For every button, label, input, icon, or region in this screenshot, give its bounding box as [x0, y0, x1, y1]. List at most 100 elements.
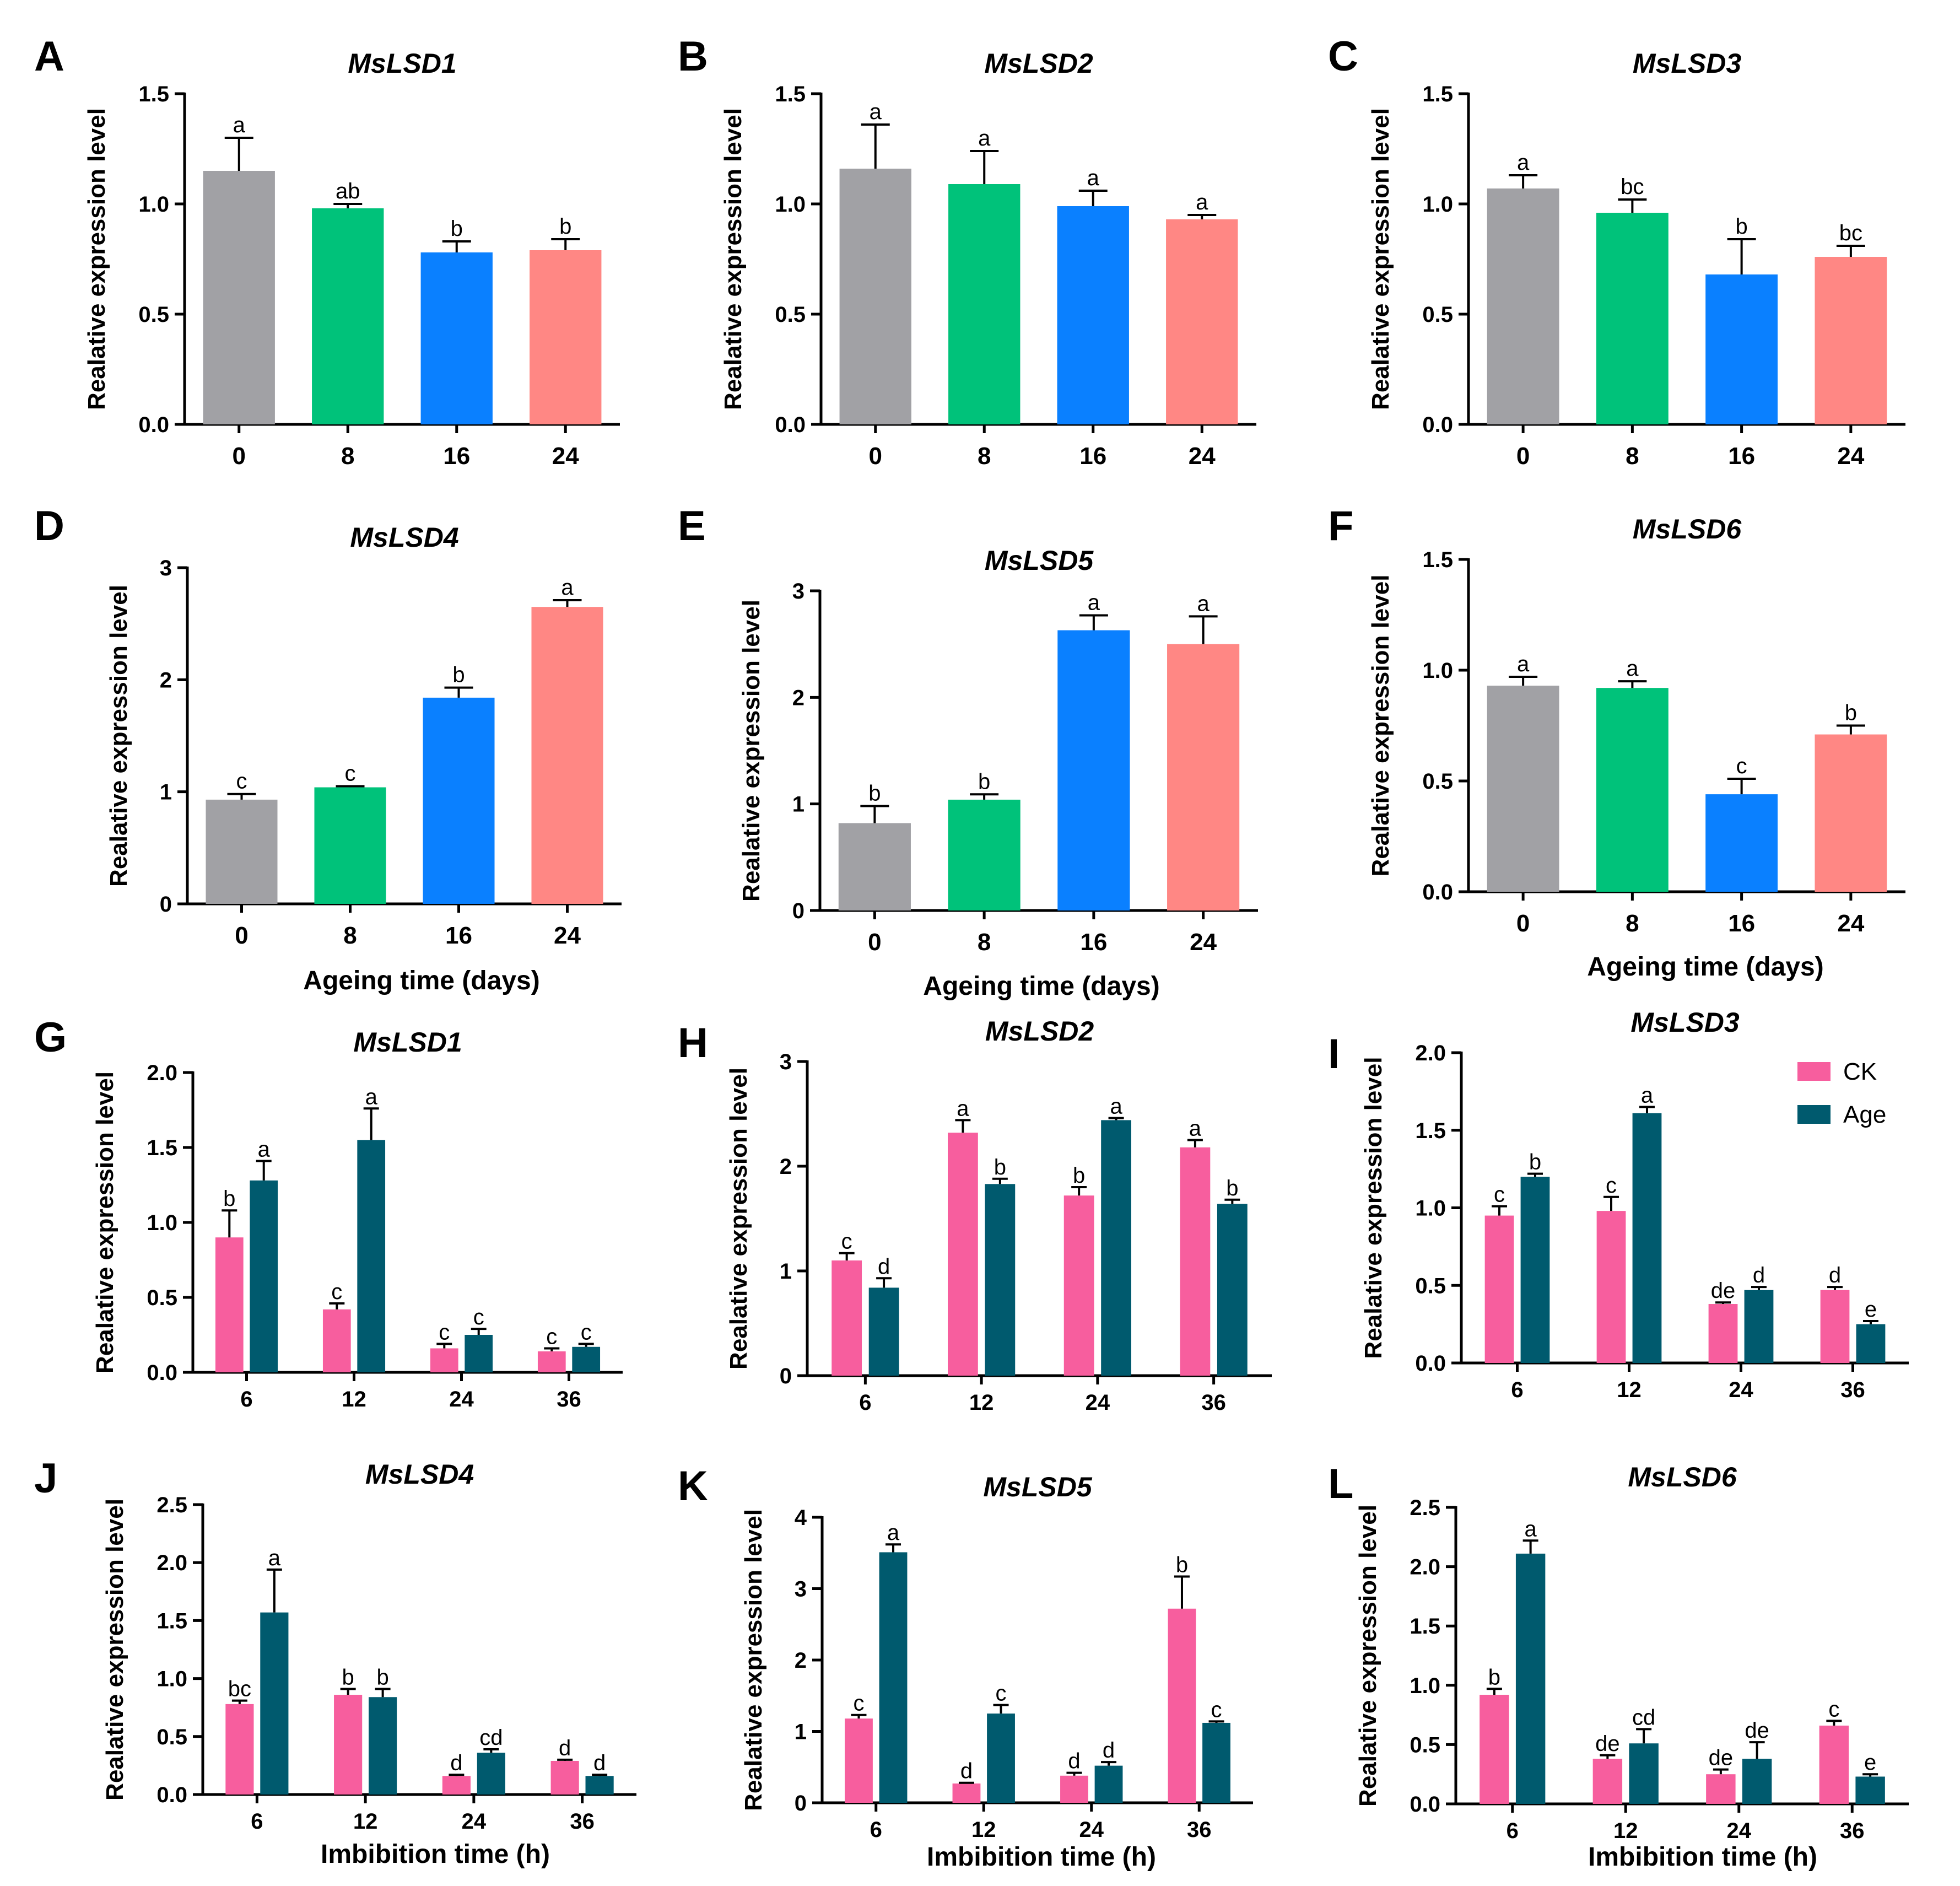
significance-letter: e: [1865, 1297, 1877, 1322]
y-tick-label: 1.0: [1415, 1197, 1446, 1221]
x-tick-label: 16: [1080, 929, 1107, 956]
panel-letter: E: [678, 503, 706, 549]
y-axis-label: Realative expression level: [720, 108, 747, 410]
significance-letter: bc: [1621, 175, 1644, 199]
chart-title: MsLSD5: [983, 1472, 1092, 1502]
bar-age-6: [250, 1180, 278, 1372]
y-tick-label: 1.0: [147, 1211, 177, 1235]
x-tick-label: 16: [1728, 443, 1755, 470]
y-tick-label: 0.5: [147, 1286, 177, 1310]
x-tick-label: 0: [235, 922, 248, 949]
bar-ck-36: [1819, 1725, 1849, 1804]
panel-d: D MsLSD4 0 1 2 3 Realative expression level Age…: [34, 503, 622, 995]
significance-letter: a: [1517, 150, 1530, 175]
significance-letter: a: [1197, 591, 1210, 616]
bar-0: [838, 823, 911, 910]
x-tick-label: 6: [251, 1809, 263, 1834]
bar-age-12: [1629, 1743, 1659, 1804]
x-tick-label: 12: [353, 1809, 378, 1834]
panel-letter: H: [678, 1020, 708, 1066]
x-tick-label: 8: [978, 929, 991, 956]
x-tick-label: 6: [1511, 1378, 1523, 1402]
panel-letter: B: [678, 33, 708, 80]
bar-24: [1167, 644, 1240, 910]
y-tick-label: 0.0: [775, 413, 806, 437]
bar-age-36: [1855, 1776, 1885, 1804]
chart-title: MsLSD2: [984, 48, 1093, 79]
significance-letter: a: [365, 1085, 378, 1109]
significance-letter: c: [1606, 1173, 1617, 1198]
x-tick-label: 24: [1729, 1378, 1753, 1402]
y-tick-label: 0.5: [1415, 1274, 1446, 1298]
chart-title: MsLSD6: [1633, 514, 1742, 545]
bar-16: [1705, 274, 1778, 424]
y-tick-label: 3: [795, 1577, 807, 1602]
significance-letter: a: [1087, 166, 1100, 190]
panel-b: B MsLSD2 0.0 0.5 1.0 1.5 Realative expression …: [678, 33, 1256, 470]
bar-age-6: [868, 1287, 899, 1376]
bar-ck-24: [430, 1348, 458, 1372]
bar-8: [314, 787, 386, 904]
bar-24: [1815, 257, 1887, 424]
significance-letter: a: [561, 575, 574, 600]
x-tick-label: 24: [1837, 443, 1864, 470]
bar-age-36: [572, 1346, 601, 1372]
x-axis-label: Imbibition time (h): [321, 1840, 550, 1869]
bar-ck-6: [1484, 1215, 1514, 1363]
x-tick-label: 6: [859, 1391, 871, 1415]
y-tick-label: 0.5: [1410, 1733, 1440, 1757]
significance-letter: c: [1828, 1697, 1839, 1721]
x-tick-label: 24: [1727, 1819, 1752, 1843]
bar-8: [1596, 688, 1669, 892]
bar-age-12: [987, 1713, 1015, 1803]
x-tick-label: 16: [445, 922, 472, 949]
significance-letter: d: [878, 1254, 890, 1279]
bar-0: [203, 171, 275, 424]
bar-age-12: [357, 1140, 386, 1372]
significance-letter: a: [268, 1546, 281, 1570]
bar-ck-6: [215, 1237, 244, 1372]
bar-age-24: [1744, 1290, 1774, 1363]
bar-age-6: [879, 1552, 908, 1803]
panel-a: A MsLSD1 0.0 0.5 1.0 1.5 Realative expression …: [34, 33, 620, 470]
significance-letter: ab: [336, 179, 360, 203]
significance-letter: a: [1525, 1517, 1537, 1541]
bar-age-6: [1515, 1553, 1546, 1804]
legend-age-swatch: [1797, 1105, 1831, 1124]
significance-letter: c: [1736, 754, 1747, 778]
bar-age-12: [369, 1697, 397, 1795]
x-axis-label: Ageing time (days): [923, 972, 1159, 1001]
bar-age-6: [260, 1612, 289, 1795]
significance-letter: de: [1595, 1732, 1620, 1756]
y-tick-label: 2.0: [156, 1551, 187, 1575]
significance-letter: d: [1068, 1749, 1080, 1774]
bar-ck-12: [952, 1783, 981, 1803]
y-tick-label: 1.5: [1415, 1119, 1446, 1143]
y-tick-label: 1.5: [1422, 82, 1453, 106]
chart-title: MsLSD1: [348, 48, 456, 79]
y-tick-label: 2.0: [147, 1061, 177, 1085]
bar-8: [312, 208, 384, 424]
y-tick-label: 0.5: [156, 1725, 187, 1749]
y-tick-label: 2: [160, 668, 172, 692]
x-tick-label: 12: [342, 1387, 366, 1411]
bar-age-36: [1856, 1324, 1886, 1363]
bar-age-36: [585, 1776, 614, 1795]
significance-letter: bc: [1839, 221, 1862, 245]
y-axis-label: Realative expression level: [725, 1068, 752, 1370]
bar-8: [948, 184, 1021, 424]
significance-letter: de: [1711, 1279, 1736, 1303]
bar-ck-6: [845, 1718, 873, 1803]
y-tick-label: 0.0: [147, 1361, 177, 1385]
panel-g: G MsLSD1 0.0 0.5 1.0 1.5 2.0 Realative expressi…: [34, 1014, 623, 1411]
x-tick-label: 0: [1516, 910, 1530, 937]
bar-age-12: [985, 1184, 1016, 1376]
significance-letter: a: [978, 126, 991, 150]
panel-letter: A: [34, 33, 64, 80]
significance-letter: d: [1103, 1738, 1115, 1763]
bar-ck-24: [1063, 1195, 1094, 1376]
legend-ck-swatch: [1797, 1062, 1831, 1081]
significance-letter: de: [1709, 1746, 1734, 1770]
x-tick-label: 12: [1613, 1819, 1638, 1843]
